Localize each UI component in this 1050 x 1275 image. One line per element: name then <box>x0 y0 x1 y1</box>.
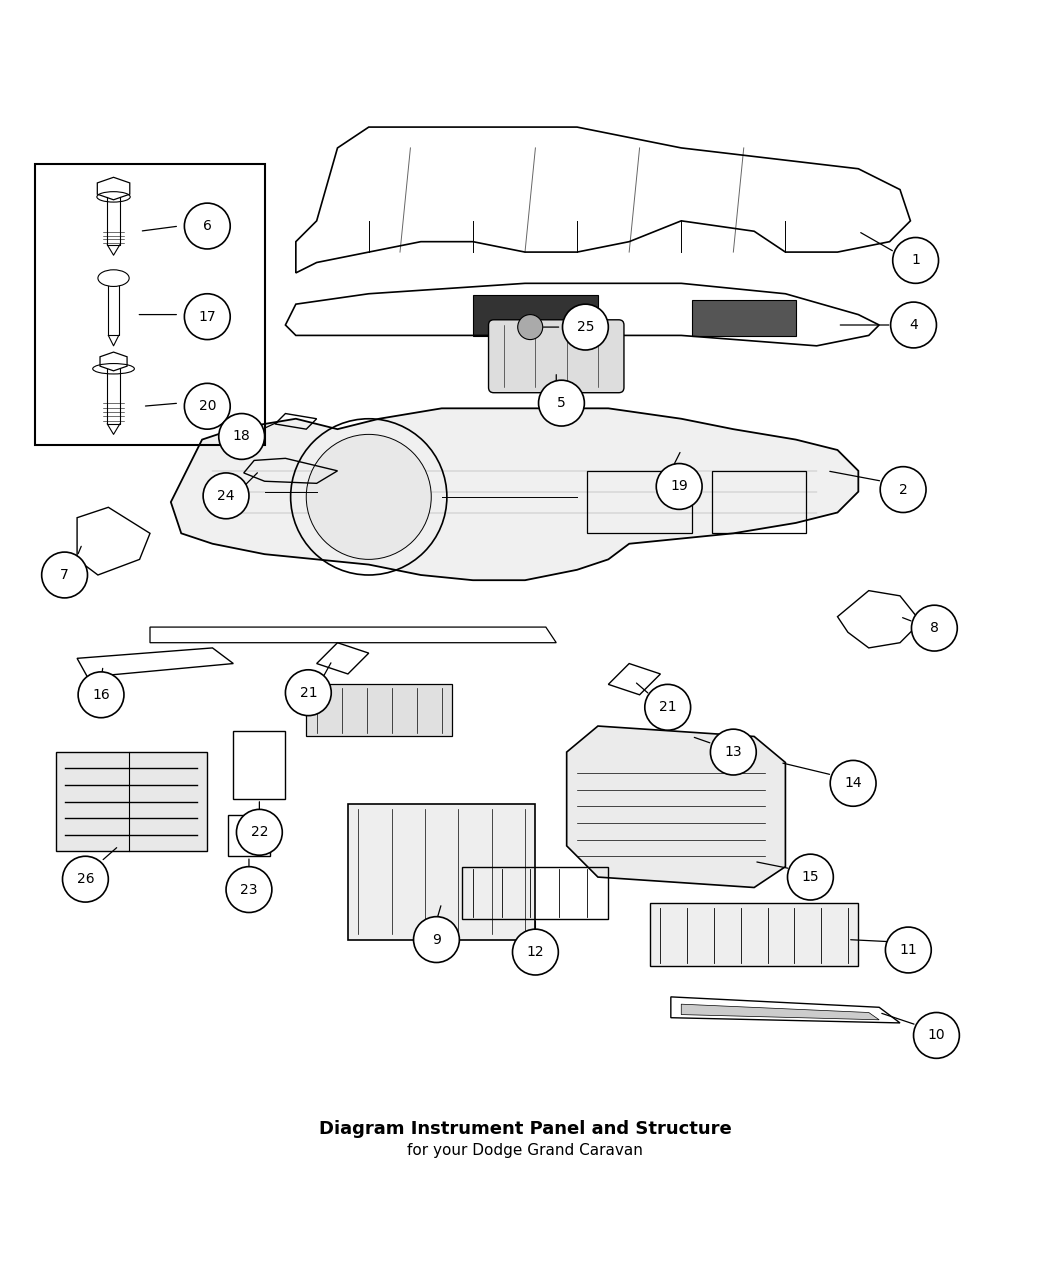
Bar <box>348 805 536 940</box>
Circle shape <box>518 315 543 339</box>
Circle shape <box>226 867 272 913</box>
Bar <box>57 752 207 850</box>
Bar <box>233 732 286 799</box>
Circle shape <box>890 302 937 348</box>
Text: 4: 4 <box>909 317 918 332</box>
Circle shape <box>911 606 958 652</box>
Circle shape <box>63 857 108 903</box>
Bar <box>713 470 806 533</box>
Text: 2: 2 <box>899 482 907 496</box>
Bar <box>462 867 608 919</box>
Text: 9: 9 <box>432 932 441 946</box>
Circle shape <box>203 473 249 519</box>
Text: 11: 11 <box>900 944 918 958</box>
Polygon shape <box>171 408 858 580</box>
Circle shape <box>236 810 282 856</box>
Bar <box>692 300 796 337</box>
Circle shape <box>539 380 585 426</box>
Text: for your Dodge Grand Caravan: for your Dodge Grand Caravan <box>407 1142 643 1158</box>
Bar <box>228 815 270 857</box>
Text: 22: 22 <box>251 825 268 839</box>
Circle shape <box>185 203 230 249</box>
Text: 17: 17 <box>198 310 216 324</box>
Bar <box>472 295 597 337</box>
Polygon shape <box>567 725 785 887</box>
Text: 13: 13 <box>724 745 742 759</box>
Text: 18: 18 <box>233 430 251 444</box>
Text: 5: 5 <box>558 397 566 411</box>
Text: 20: 20 <box>198 399 216 413</box>
Circle shape <box>218 413 265 459</box>
Circle shape <box>645 685 691 731</box>
Circle shape <box>185 293 230 339</box>
Polygon shape <box>681 1005 879 1020</box>
Circle shape <box>414 917 460 963</box>
Circle shape <box>880 467 926 513</box>
Bar <box>650 903 858 965</box>
Text: Diagram Instrument Panel and Structure: Diagram Instrument Panel and Structure <box>318 1121 732 1139</box>
Circle shape <box>885 927 931 973</box>
Circle shape <box>892 237 939 283</box>
Bar <box>307 685 453 737</box>
Text: 1: 1 <box>911 254 920 268</box>
Circle shape <box>831 760 876 806</box>
Text: 19: 19 <box>670 479 688 493</box>
Text: 10: 10 <box>927 1029 945 1043</box>
Circle shape <box>286 669 331 715</box>
Text: 16: 16 <box>92 687 110 701</box>
Text: 23: 23 <box>240 882 257 896</box>
Text: 8: 8 <box>930 621 939 635</box>
Circle shape <box>563 305 608 351</box>
Circle shape <box>307 435 432 560</box>
Circle shape <box>185 384 230 430</box>
Text: 6: 6 <box>203 219 212 233</box>
Circle shape <box>711 729 756 775</box>
Text: 21: 21 <box>659 700 676 714</box>
Text: 25: 25 <box>576 320 594 334</box>
Text: 15: 15 <box>801 870 819 884</box>
Circle shape <box>78 672 124 718</box>
Bar <box>588 470 692 533</box>
Text: 12: 12 <box>527 945 544 959</box>
Bar <box>36 163 265 445</box>
FancyBboxPatch shape <box>488 320 624 393</box>
Text: 24: 24 <box>217 488 235 502</box>
Text: 14: 14 <box>844 776 862 790</box>
Text: 21: 21 <box>299 686 317 700</box>
Circle shape <box>788 854 834 900</box>
Circle shape <box>914 1012 960 1058</box>
Circle shape <box>656 464 702 510</box>
Text: 7: 7 <box>60 567 69 581</box>
Circle shape <box>42 552 87 598</box>
Circle shape <box>512 929 559 975</box>
Text: 26: 26 <box>77 872 94 886</box>
